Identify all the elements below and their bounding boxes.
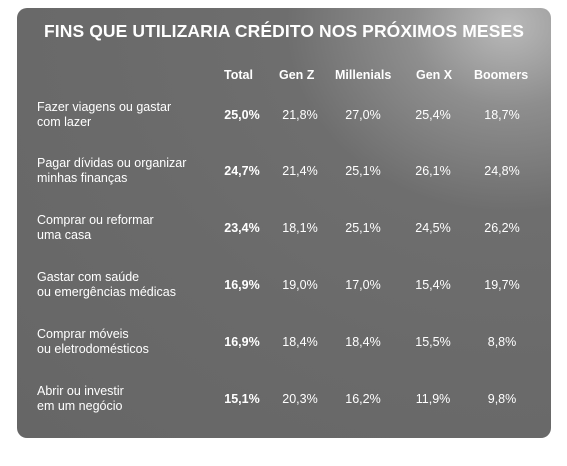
row-label-line1: Gastar com saúde <box>37 270 140 284</box>
row-label-line2: ou emergências médicas <box>37 285 176 299</box>
table-row: Pagar dívidas ou organizar minhas finança… <box>17 156 551 206</box>
cell-millenials: 17,0% <box>345 278 381 292</box>
row-label-line2: com lazer <box>37 115 92 129</box>
row-label-line1: Pagar dívidas ou organizar <box>37 156 187 170</box>
credit-usage-table-card: FINS QUE UTILIZARIA CRÉDITO NOS PRÓXIMOS… <box>17 8 551 438</box>
cell-total: 16,9% <box>224 278 260 292</box>
cell-boomers: 18,7% <box>484 108 520 122</box>
cell-boomers: 19,7% <box>484 278 520 292</box>
row-label: Fazer viagens ou gastar com lazer <box>37 100 171 130</box>
row-label-line2: minhas finanças <box>37 171 128 185</box>
cell-boomers: 24,8% <box>484 164 520 178</box>
cell-gen-z: 21,8% <box>282 108 318 122</box>
cell-boomers: 8,8% <box>487 335 517 349</box>
row-label: Comprar móveis ou eletrodomésticos <box>37 327 149 357</box>
row-label-line1: Abrir ou investir <box>37 384 124 398</box>
cell-millenials: 25,1% <box>345 164 381 178</box>
cell-millenials: 25,1% <box>345 221 381 235</box>
cell-gen-z: 18,1% <box>282 221 318 235</box>
cell-gen-x: 11,9% <box>415 392 451 406</box>
cell-gen-x: 15,4% <box>415 278 451 292</box>
column-header-millenials: Millenials <box>335 68 392 82</box>
column-header-boomers: Boomers <box>474 68 529 82</box>
cell-millenials: 27,0% <box>345 108 381 122</box>
table-row: Comprar móveis ou eletrodomésticos 16,9% … <box>17 327 551 377</box>
cell-total: 24,7% <box>224 164 260 178</box>
row-label: Pagar dívidas ou organizar minhas finança… <box>37 156 186 186</box>
cell-millenials: 18,4% <box>345 335 381 349</box>
row-label-line1: Fazer viagens ou gastar <box>37 100 172 114</box>
row-label-line2: em um negócio <box>37 399 123 413</box>
row-label-line2: uma casa <box>37 228 92 242</box>
table-row: Fazer viagens ou gastar com lazer 25,0% 2… <box>17 100 551 150</box>
cell-gen-x: 24,5% <box>415 221 451 235</box>
cell-total: 25,0% <box>224 108 260 122</box>
row-label: Comprar ou reformar uma casa <box>37 213 154 243</box>
table-row: Gastar com saúde ou emergências médicas 1… <box>17 270 551 320</box>
column-header-gen-z: Gen Z <box>279 68 315 82</box>
cell-gen-z: 18,4% <box>282 335 318 349</box>
row-label: Gastar com saúde ou emergências médicas <box>37 270 176 300</box>
row-label-line1: Comprar ou reformar <box>37 213 154 227</box>
row-label-line2: ou eletrodomésticos <box>37 342 149 356</box>
cell-gen-x: 15,5% <box>415 335 451 349</box>
cell-total: 15,1% <box>224 392 260 406</box>
cell-millenials: 16,2% <box>345 392 381 406</box>
table-row: Abrir ou investir em um negócio 15,1% 20,… <box>17 384 551 434</box>
table-row: Comprar ou reformar uma casa 23,4% 18,1% … <box>17 213 551 263</box>
cell-gen-x: 25,4% <box>415 108 451 122</box>
cell-boomers: 9,8% <box>487 392 517 406</box>
cell-gen-z: 21,4% <box>282 164 318 178</box>
cell-total: 16,9% <box>224 335 260 349</box>
cell-boomers: 26,2% <box>484 221 520 235</box>
column-header-total: Total <box>224 68 253 82</box>
row-label-line1: Comprar móveis <box>37 327 129 341</box>
cell-gen-x: 26,1% <box>415 164 451 178</box>
cell-total: 23,4% <box>224 221 260 235</box>
column-header-gen-x: Gen X <box>416 68 453 82</box>
table-title: FINS QUE UTILIZARIA CRÉDITO NOS PRÓXIMOS… <box>43 21 525 41</box>
row-label: Abrir ou investir em um negócio <box>37 384 124 414</box>
cell-gen-z: 19,0% <box>282 278 318 292</box>
cell-gen-z: 20,3% <box>282 392 318 406</box>
